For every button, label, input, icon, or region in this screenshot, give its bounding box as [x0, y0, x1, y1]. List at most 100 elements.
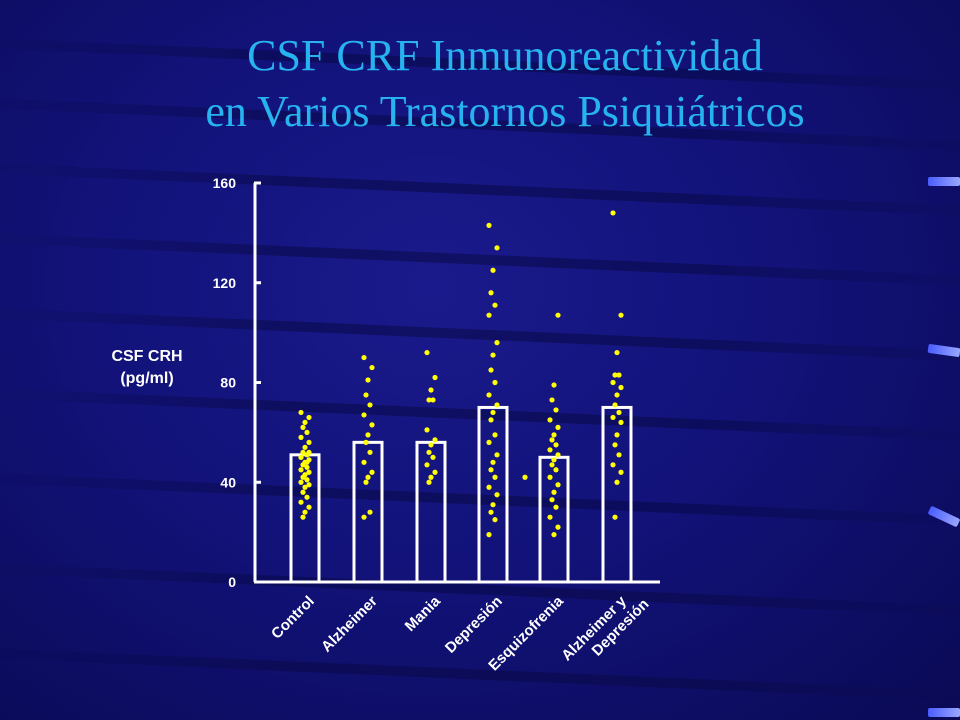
x-category-label: Control	[268, 593, 318, 643]
data-point	[430, 454, 436, 460]
data-point	[490, 267, 496, 273]
data-point	[365, 432, 371, 438]
data-point	[367, 449, 373, 455]
data-point	[486, 222, 492, 228]
data-point	[612, 372, 618, 378]
data-point	[486, 392, 492, 398]
bar	[601, 405, 633, 584]
bar	[538, 455, 570, 584]
data-point	[300, 514, 306, 520]
data-point	[306, 439, 312, 445]
data-point	[492, 302, 498, 308]
data-point	[555, 482, 561, 488]
data-point	[304, 477, 310, 483]
data-point	[616, 452, 622, 458]
data-point	[553, 407, 559, 413]
data-point	[306, 449, 312, 455]
data-point	[304, 464, 310, 470]
data-point	[300, 424, 306, 430]
data-point	[547, 417, 553, 423]
data-point	[551, 532, 557, 538]
data-point	[428, 474, 434, 480]
data-point	[306, 469, 312, 475]
data-point	[547, 474, 553, 480]
data-point	[551, 382, 557, 388]
data-point	[363, 439, 369, 445]
data-point	[494, 402, 500, 408]
data-point	[553, 442, 559, 448]
data-point	[553, 504, 559, 510]
data-point	[424, 349, 430, 356]
data-point	[618, 312, 624, 318]
data-point	[555, 524, 561, 530]
y-axis-label-line-2: (pg/ml)	[120, 370, 174, 387]
data-point	[302, 509, 308, 515]
data-point	[492, 379, 498, 386]
data-point	[369, 422, 375, 428]
data-point	[610, 379, 616, 386]
data-point	[490, 459, 496, 465]
data-point	[428, 387, 434, 393]
data-point	[369, 469, 375, 475]
data-point	[610, 210, 616, 216]
data-point	[486, 312, 492, 318]
data-point	[363, 392, 369, 398]
data-point	[424, 427, 430, 433]
data-point	[612, 514, 618, 520]
data-point	[367, 402, 373, 408]
data-point	[555, 452, 561, 458]
data-point	[300, 462, 306, 468]
data-point	[618, 469, 624, 475]
data-point	[432, 437, 438, 443]
data-point	[488, 367, 494, 373]
data-point	[549, 437, 555, 443]
data-point	[369, 364, 375, 371]
data-point	[432, 374, 438, 381]
data-point	[551, 489, 557, 495]
data-point	[555, 312, 561, 318]
data-point	[302, 484, 308, 490]
data-point	[302, 419, 308, 425]
data-point	[424, 462, 430, 468]
data-point	[300, 474, 306, 480]
data-point	[428, 442, 434, 448]
data-point	[549, 497, 555, 503]
data-point	[616, 372, 622, 378]
data-point	[549, 462, 555, 468]
data-point	[361, 354, 367, 361]
y-tick-label: 80	[220, 375, 236, 391]
data-point	[486, 439, 492, 445]
data-point	[614, 392, 620, 398]
data-point	[306, 482, 312, 488]
y-axis-label-line-1: CSF CRH	[111, 348, 183, 365]
data-point	[365, 474, 371, 480]
data-point	[432, 469, 438, 475]
x-category-label: Depresión	[442, 593, 506, 657]
data-point	[298, 434, 304, 440]
data-point	[363, 479, 369, 485]
data-point	[488, 290, 494, 296]
data-point	[300, 489, 306, 495]
slide-title: CSF CRF Inmunoreactividad en Varios Tras…	[0, 28, 960, 140]
data-point	[618, 419, 624, 425]
data-point	[302, 444, 308, 450]
data-point	[553, 467, 559, 473]
data-point	[361, 459, 367, 465]
data-point	[486, 484, 492, 490]
data-point	[551, 432, 557, 438]
decorative-dash	[928, 177, 960, 186]
data-point	[304, 494, 310, 500]
data-point	[365, 377, 371, 383]
decorative-dash	[928, 708, 960, 717]
data-point	[612, 442, 618, 448]
title-line-1: CSF CRF Inmunoreactividad	[247, 31, 763, 80]
y-tick-label: 40	[220, 474, 236, 490]
x-category-label: Alzheimer	[318, 593, 381, 656]
data-point	[490, 352, 496, 358]
data-point	[306, 414, 312, 421]
data-point	[426, 397, 432, 403]
data-point	[486, 532, 492, 538]
data-point	[361, 514, 367, 520]
y-tick-label: 120	[213, 275, 237, 291]
